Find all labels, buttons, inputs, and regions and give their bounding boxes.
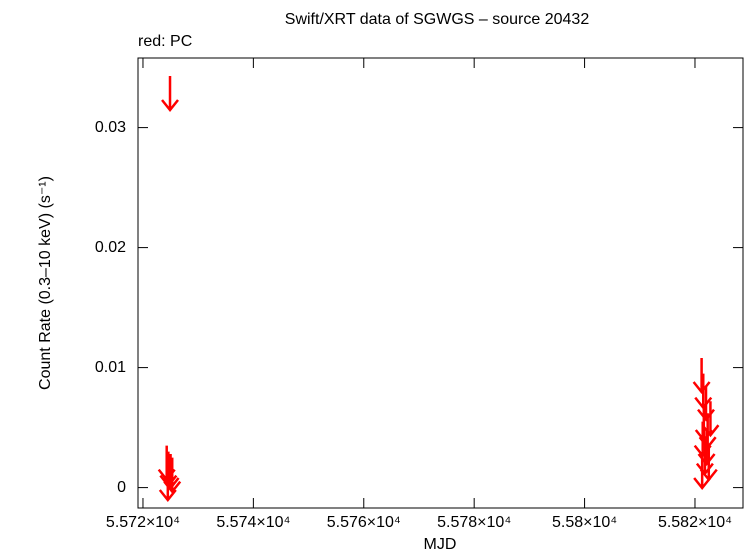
- y-tick-label: 0.03: [95, 119, 126, 136]
- upper-limit-arrow: [158, 466, 177, 503]
- y-tick-label: 0.01: [95, 359, 126, 376]
- x-tick-label: 5.582×10⁴: [658, 514, 732, 531]
- upper-limit-arrow: [693, 454, 712, 491]
- x-axis-label: MJD: [424, 536, 457, 553]
- upper-limit-arrow: [694, 373, 713, 410]
- y-tick-label: 0.02: [95, 239, 126, 256]
- x-tick-label: 5.578×10⁴: [437, 514, 511, 531]
- y-tick-label: 0: [117, 479, 126, 496]
- x-tick-label: 5.576×10⁴: [327, 514, 401, 531]
- chart-subtitle: red: PC: [138, 33, 192, 50]
- plot-frame: [137, 57, 744, 509]
- upper-limit-arrow: [161, 76, 179, 113]
- upper-limit-arrow: [701, 401, 720, 438]
- x-tick-label: 5.58×10⁴: [552, 514, 617, 531]
- chart-title: Swift/XRT data of SGWGS – source 20432: [285, 11, 590, 28]
- x-tick-label: 5.574×10⁴: [216, 514, 290, 531]
- upper-limit-arrow: [692, 358, 711, 395]
- y-axis-label: Count Rate (0.3–10 keV) (s⁻¹): [37, 176, 54, 390]
- x-tick-label: 5.572×10⁴: [106, 514, 180, 531]
